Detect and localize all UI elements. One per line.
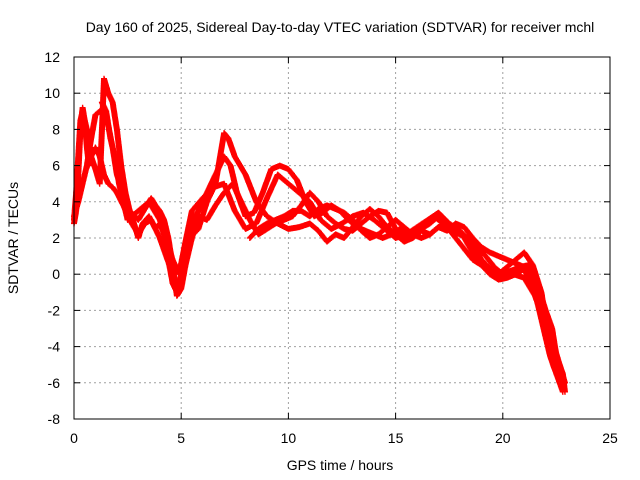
data-markers <box>98 99 566 383</box>
chart-title: Day 160 of 2025, Sidereal Day-to-day VTE… <box>86 19 595 35</box>
y-tick-label: 8 <box>52 121 60 137</box>
series-track-5 <box>246 202 568 386</box>
y-tick-label: 6 <box>52 158 60 174</box>
series-track-4 <box>98 99 566 383</box>
x-tick-label: 0 <box>70 430 78 446</box>
x-tick-label: 25 <box>602 430 618 446</box>
x-tick-label: 10 <box>281 430 297 446</box>
data-markers <box>246 202 568 386</box>
y-tick-label: 12 <box>44 49 60 65</box>
axis-ticks: 0 5 10 15 20 25 -8 -6 -4 -2 0 2 4 6 8 10 12 <box>44 49 618 446</box>
y-tick-label: 10 <box>44 85 60 101</box>
x-tick-label: 5 <box>177 430 185 446</box>
y-tick-label: 0 <box>52 266 60 282</box>
y-tick-label: 2 <box>52 230 60 246</box>
x-axis-label: GPS time / hours <box>287 457 394 473</box>
y-tick-label: -6 <box>48 375 61 391</box>
y-tick-label: -2 <box>48 302 61 318</box>
x-tick-label: 20 <box>495 430 511 446</box>
x-tick-label: 15 <box>388 430 404 446</box>
y-tick-label: -8 <box>48 411 61 427</box>
y-tick-label: 4 <box>52 194 60 210</box>
y-axis-label: SDTVAR / TECUs <box>5 182 21 294</box>
y-tick-label: -4 <box>48 339 61 355</box>
